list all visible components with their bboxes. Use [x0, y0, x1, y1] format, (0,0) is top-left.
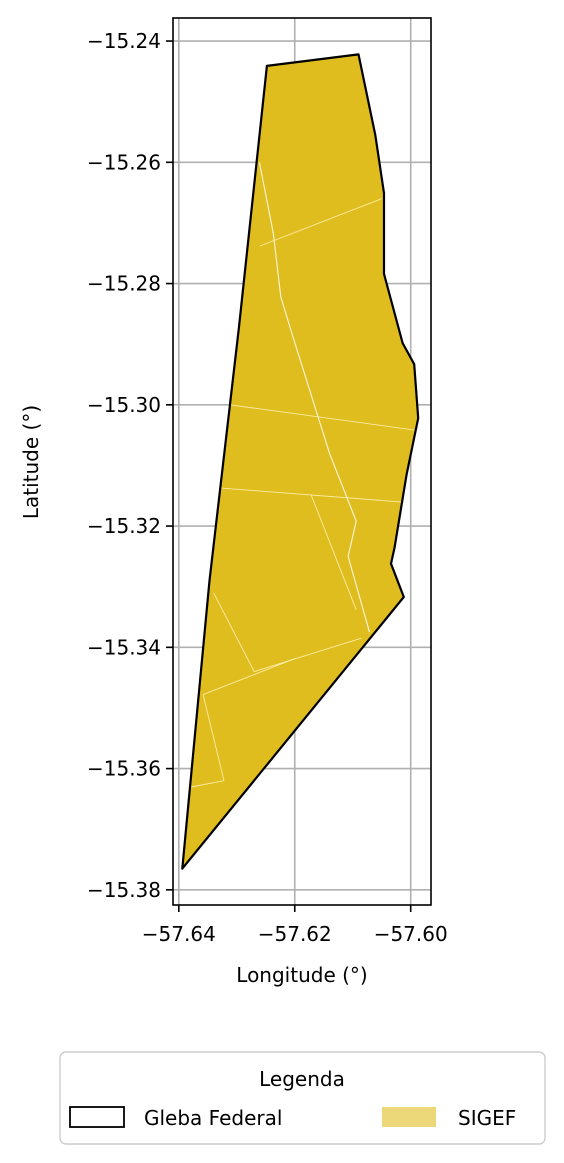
y-tick-label: −15.36 — [87, 757, 161, 781]
x-axis-ticks: −57.64 −57.62 −57.60 — [142, 905, 448, 946]
gleba-federal-outline — [181, 53, 420, 870]
plot-frame — [172, 17, 432, 906]
x-axis-label: Longitude (°) — [236, 963, 367, 987]
parcel-boundary-line — [213, 592, 362, 673]
x-tick-label: −57.62 — [258, 922, 332, 946]
y-tick-label: −15.38 — [87, 878, 161, 902]
gleba-federal-layer — [181, 53, 420, 870]
legend-box — [59, 1051, 546, 1145]
sigef-layer — [182, 54, 419, 869]
y-tick-label: −15.32 — [87, 514, 161, 538]
y-tick-label: −15.24 — [87, 29, 161, 53]
y-tick-label: −15.28 — [87, 272, 161, 296]
parcel-boundary-line — [185, 780, 225, 789]
legend-swatch-sigef — [382, 1107, 436, 1127]
legend: Legenda Gleba Federal SIGEF — [59, 1051, 546, 1145]
x-tick-label: −57.60 — [374, 922, 448, 946]
y-tick-label: −15.26 — [87, 150, 161, 174]
y-tick-label: −15.34 — [87, 635, 161, 659]
parcel-boundary-line — [202, 657, 297, 696]
x-tick-label: −57.64 — [142, 922, 216, 946]
legend-swatch-gleba-federal — [69, 1106, 125, 1128]
parcel-boundary-line — [258, 162, 371, 633]
y-tick-label: −15.30 — [87, 393, 161, 417]
parcel-boundary-line — [229, 404, 417, 431]
plot-area — [172, 17, 432, 906]
y-axis-ticks: −15.24 −15.26 −15.28 −15.30 −15.32 −15.34 −15.… — [87, 29, 173, 902]
parcel-boundary-line — [202, 694, 225, 781]
parcel-boundary-line — [259, 198, 382, 247]
legend-label-gleba-federal: Gleba Federal — [144, 1106, 282, 1130]
parcel-boundary-line — [310, 494, 357, 610]
sigef-polygon — [182, 54, 419, 869]
legend-title: Legenda — [259, 1067, 345, 1091]
y-axis-label: Latitude (°) — [19, 405, 43, 519]
parcel-boundary-line — [219, 487, 407, 503]
legend-label-sigef: SIGEF — [458, 1106, 516, 1130]
